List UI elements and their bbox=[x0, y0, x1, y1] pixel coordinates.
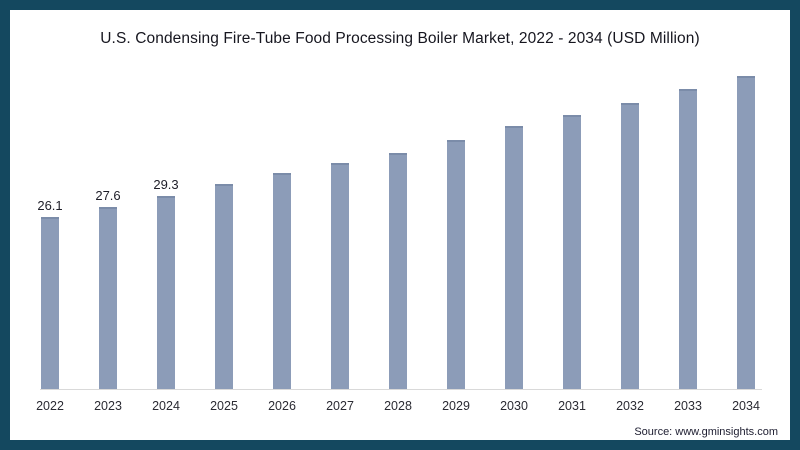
bar-chart: 26.1 27.6 29.3 2022 2023 2024 2025 2026 2027 202… bbox=[21, 59, 775, 413]
x-axis-label-2030: 2030 bbox=[500, 399, 528, 413]
bar-value-label-2024: 29.3 bbox=[153, 176, 179, 192]
x-axis-label-2033: 2033 bbox=[674, 399, 702, 413]
chart-title: U.S. Condensing Fire-Tube Food Processin… bbox=[100, 30, 700, 47]
bar-column-2033 bbox=[659, 88, 717, 389]
bar-2030[interactable] bbox=[505, 126, 523, 389]
bar-column-2031 bbox=[543, 115, 601, 389]
x-axis-label-2028: 2028 bbox=[384, 399, 412, 413]
bar-2025[interactable] bbox=[215, 184, 233, 389]
bar-2022[interactable] bbox=[41, 216, 59, 389]
bar-value-label-2023: 27.6 bbox=[95, 187, 121, 203]
bar-2034[interactable] bbox=[737, 75, 755, 389]
x-axis-label-2034: 2034 bbox=[732, 399, 760, 413]
x-axis-label-2027: 2027 bbox=[326, 399, 354, 413]
bar-column-2032 bbox=[601, 103, 659, 389]
bar-2032[interactable] bbox=[621, 103, 639, 389]
bar-2029[interactable] bbox=[447, 140, 465, 389]
x-axis-label-2031: 2031 bbox=[558, 399, 586, 413]
bar-column-2026 bbox=[253, 172, 311, 389]
x-axis-labels: 2022 2023 2024 2025 2026 2027 2028 2029 2030 2031… bbox=[21, 399, 775, 413]
bar-2028[interactable] bbox=[389, 152, 407, 389]
bar-column-2030 bbox=[485, 126, 543, 389]
x-axis-line bbox=[40, 389, 762, 390]
bar-column-2029 bbox=[427, 140, 485, 389]
bar-column-2027 bbox=[311, 163, 369, 389]
bar-column-2028 bbox=[369, 152, 427, 389]
bar-2031[interactable] bbox=[563, 115, 581, 389]
bar-2026[interactable] bbox=[273, 172, 291, 389]
x-axis-label-2032: 2032 bbox=[616, 399, 644, 413]
x-axis-label-2022: 2022 bbox=[36, 399, 64, 413]
bar-2027[interactable] bbox=[331, 163, 349, 389]
x-axis-label-2024: 2024 bbox=[152, 399, 180, 413]
x-axis-label-2023: 2023 bbox=[94, 399, 122, 413]
bar-2024[interactable] bbox=[157, 195, 175, 389]
bar-column-2025 bbox=[195, 184, 253, 389]
bar-column-2024: 29.3 bbox=[137, 177, 195, 389]
bar-column-2023: 27.6 bbox=[79, 188, 137, 389]
bar-column-2034 bbox=[717, 75, 775, 389]
x-axis-label-2026: 2026 bbox=[268, 399, 296, 413]
bar-column-2022: 26.1 bbox=[21, 198, 79, 389]
source-text: Source: www.gminsights.com bbox=[634, 426, 778, 438]
bar-value-label-2022: 26.1 bbox=[37, 197, 63, 213]
x-axis-label-2025: 2025 bbox=[210, 399, 238, 413]
x-axis-label-2029: 2029 bbox=[442, 399, 470, 413]
bar-2033[interactable] bbox=[679, 88, 697, 389]
bar-2023[interactable] bbox=[99, 206, 117, 389]
plot-area: 26.1 27.6 29.3 bbox=[21, 59, 775, 389]
